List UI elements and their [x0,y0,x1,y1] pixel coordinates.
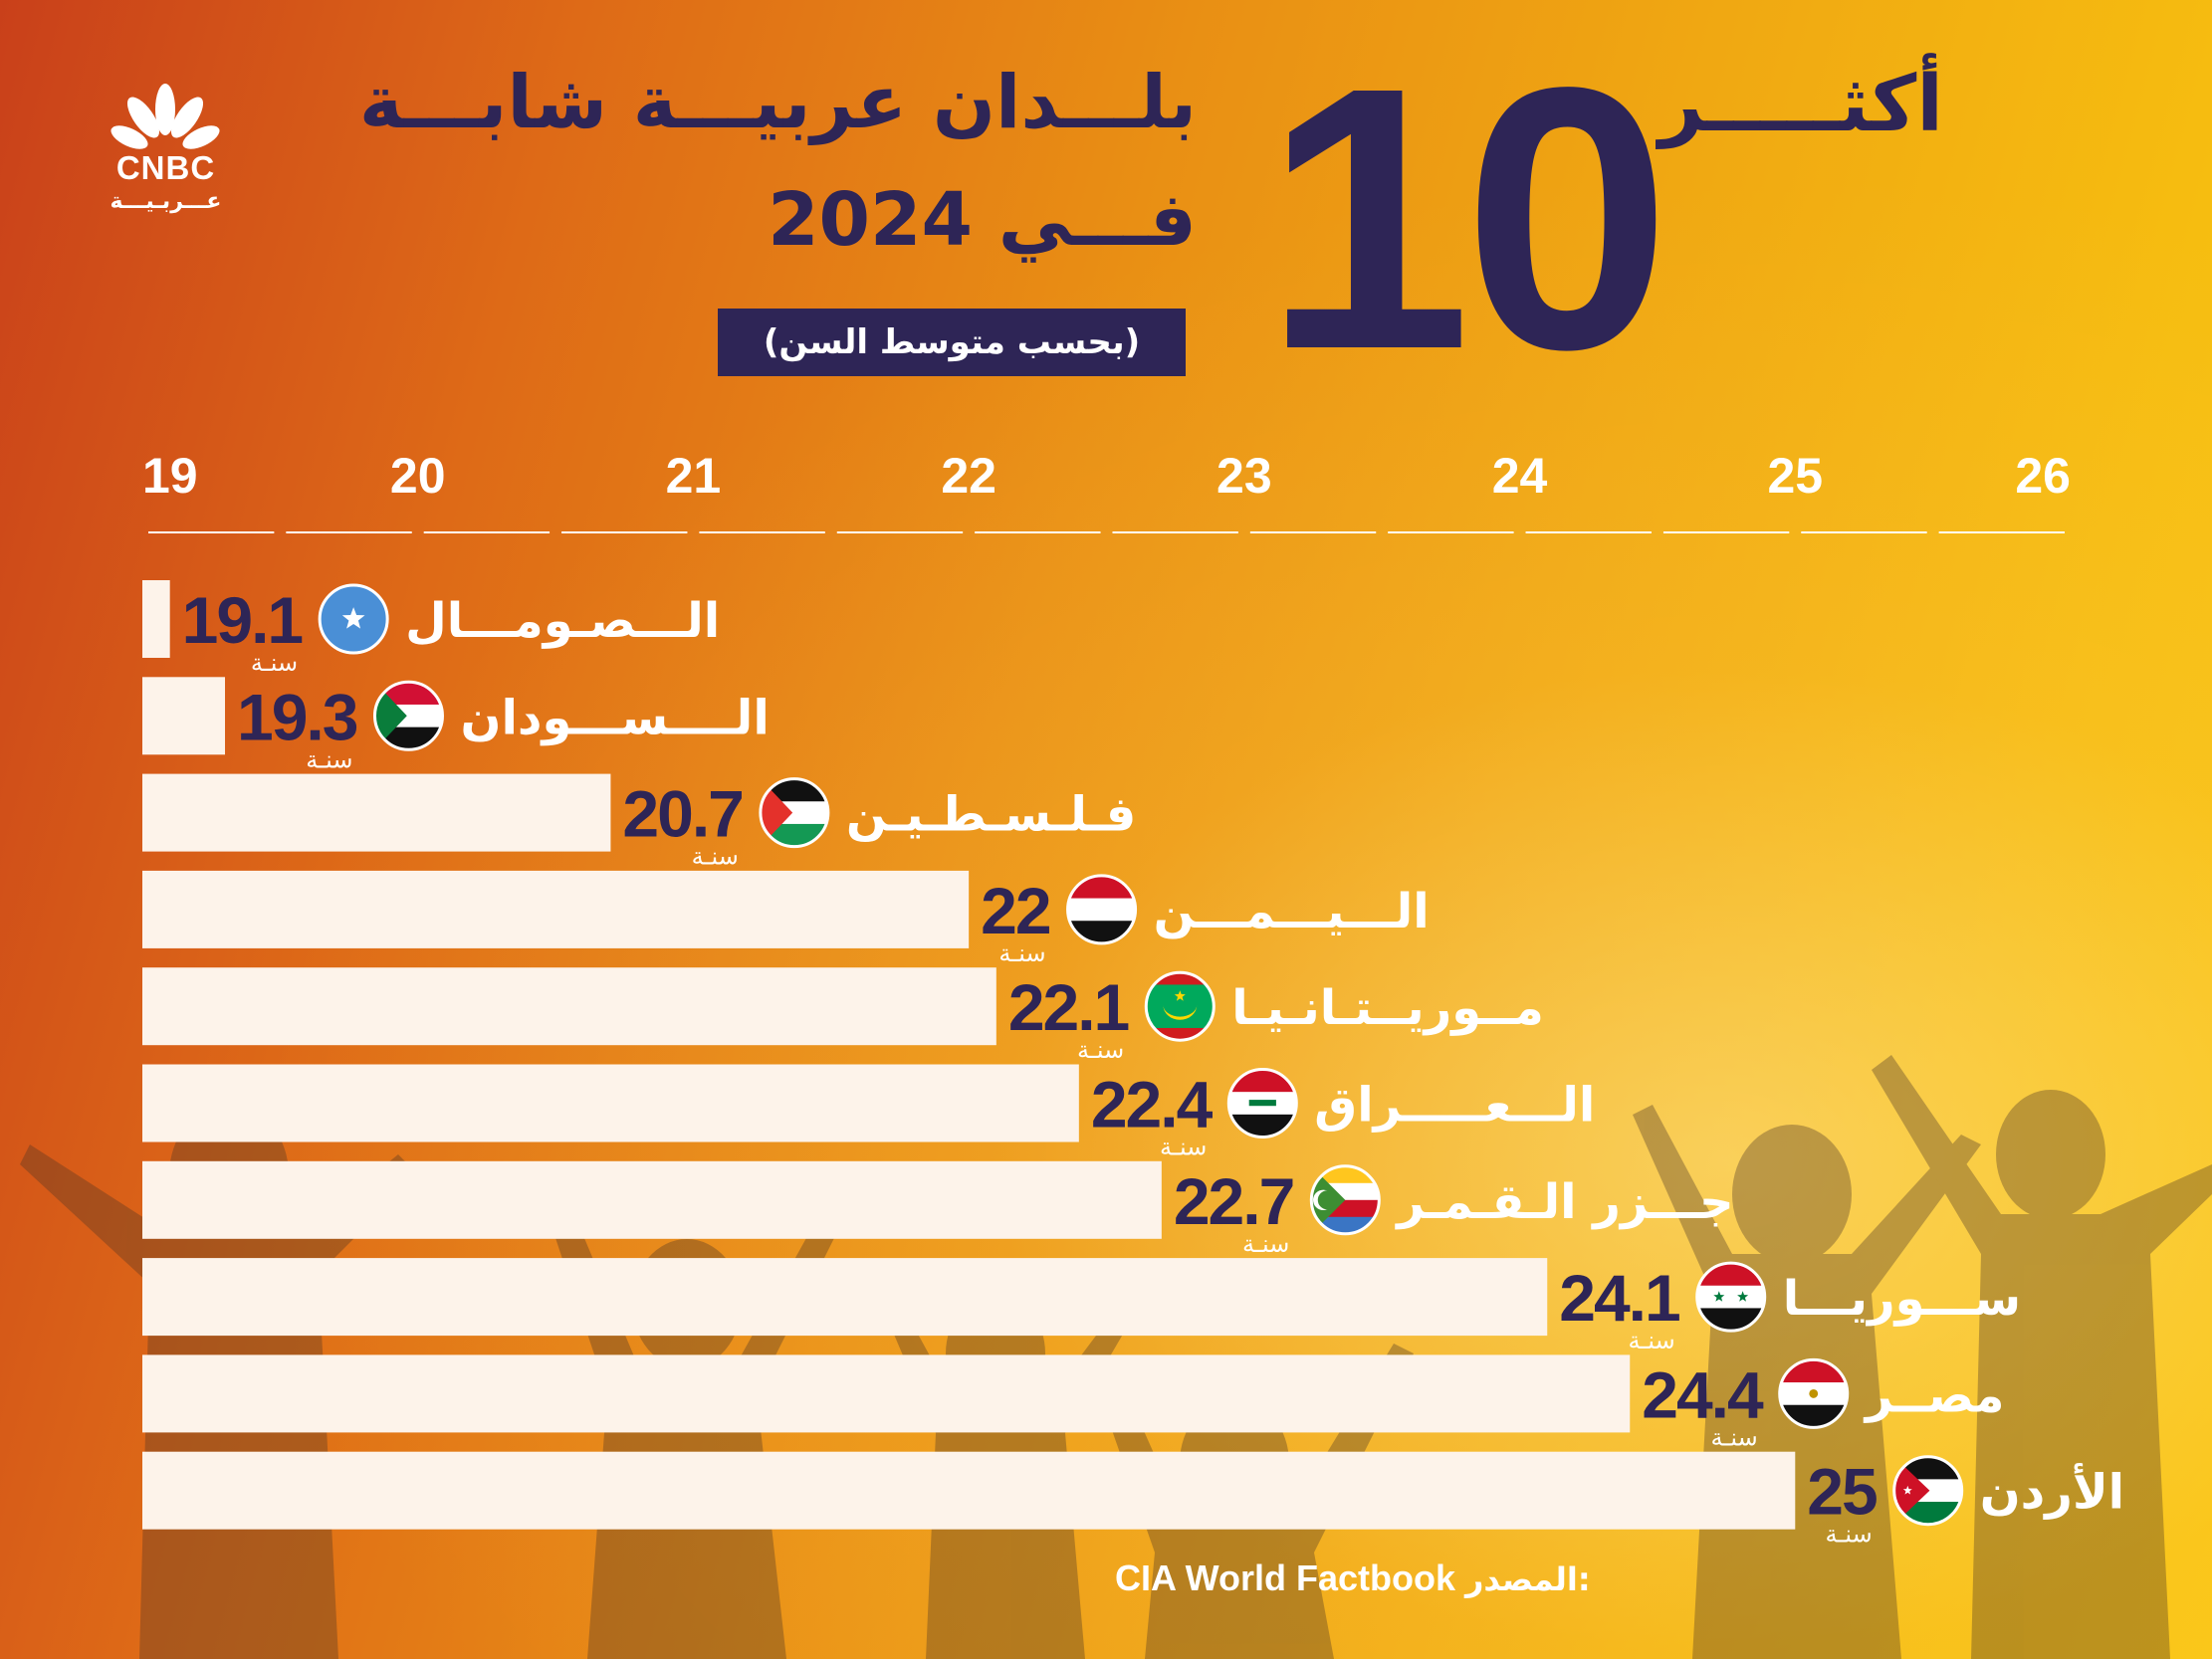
brand-name: CNBC [115,149,216,186]
country-label: الـــعـــــراق [1314,1078,1595,1134]
country-label: الـــصـومـــال [405,593,720,649]
tick-label: 24 [1492,448,1548,504]
tick-label: 20 [390,448,446,504]
subtitle: (بحسب متوسط السن) [718,309,1186,376]
value-label: 22.7 [1174,1164,1293,1238]
title-prefix: أكثـــــر [1659,60,1943,149]
value-label: 22.4 [1091,1068,1214,1141]
title-line2: فـــي 2024 [768,177,1197,263]
country-label: مــوريــتـانـيـا [1231,980,1544,1036]
flag-ring [1226,1068,1298,1139]
unit-label: سنـة [998,939,1045,967]
value-label: 19.3 [237,680,357,753]
brand-sub: عـــربـيـــة [110,189,222,214]
unit-label: سنـة [251,649,298,677]
country-label: مصــر [1864,1367,2005,1423]
tick-label: 21 [666,448,722,504]
somalia-flag-icon [320,585,388,653]
value-label: 19.1 [182,583,303,657]
flag-ring [1778,1357,1850,1429]
unit-label: سنـة [1825,1521,1872,1549]
bar [142,967,996,1046]
value-label: 24.4 [1642,1357,1764,1431]
bar [142,1258,1548,1337]
title-number: 10 [1263,11,1670,427]
unit-label: سنـة [692,843,739,871]
bar [142,1354,1631,1433]
bar [142,870,970,948]
value-label: 24.1 [1559,1261,1679,1335]
tick-label: 23 [1217,448,1272,504]
bar [142,677,226,755]
value-label: 25 [1807,1455,1877,1529]
country-label: ســـوريـــا [1783,1271,2021,1327]
country-label: الـــيـــمـــن [1154,884,1430,939]
unit-label: سنـة [1710,1423,1757,1451]
flag-ring [1066,874,1138,945]
flag-ring [1309,1164,1381,1236]
source-label: المصدر: [1465,1560,1591,1598]
flag-ring [1892,1455,1964,1527]
cnbc-peacock-icon [111,84,220,149]
unit-label: سنـة [1160,1134,1207,1161]
flag-ring [1144,970,1216,1042]
flag-ring [1695,1261,1767,1333]
flag-ring [759,777,830,849]
bar [142,1451,1796,1530]
flag-ring [318,583,389,655]
bar [142,1064,1079,1142]
bar [142,580,170,658]
unit-label: سنـة [1628,1327,1674,1354]
bar [142,773,611,852]
country-label: الــــســـودان [460,690,769,745]
source: CIA World Factbook المصدر: [1115,1557,1591,1599]
country-label: جـــزر الـقـمـر [1395,1174,1733,1230]
value-label: 22.1 [1008,970,1129,1044]
unit-label: سنـة [306,745,352,773]
flag-ring [372,680,444,751]
unit-label: سنـة [1077,1036,1124,1064]
tick-label: 19 [142,448,198,504]
value-label: 20.7 [622,777,742,851]
country-label: الأردن [1980,1463,2124,1521]
unit-label: سنـة [1242,1230,1289,1258]
value-label: 22 [981,874,1050,947]
country-label: فـلـسـطـيـن [846,787,1136,843]
title-line1: بلـــدان عربيـــة شابـــة [358,60,1197,145]
tick-label: 25 [1767,448,1823,504]
source-value: CIA World Factbook [1115,1557,1455,1598]
bar [142,1160,1162,1239]
tick-label: 22 [941,448,996,504]
tick-label: 26 [2015,448,2071,504]
